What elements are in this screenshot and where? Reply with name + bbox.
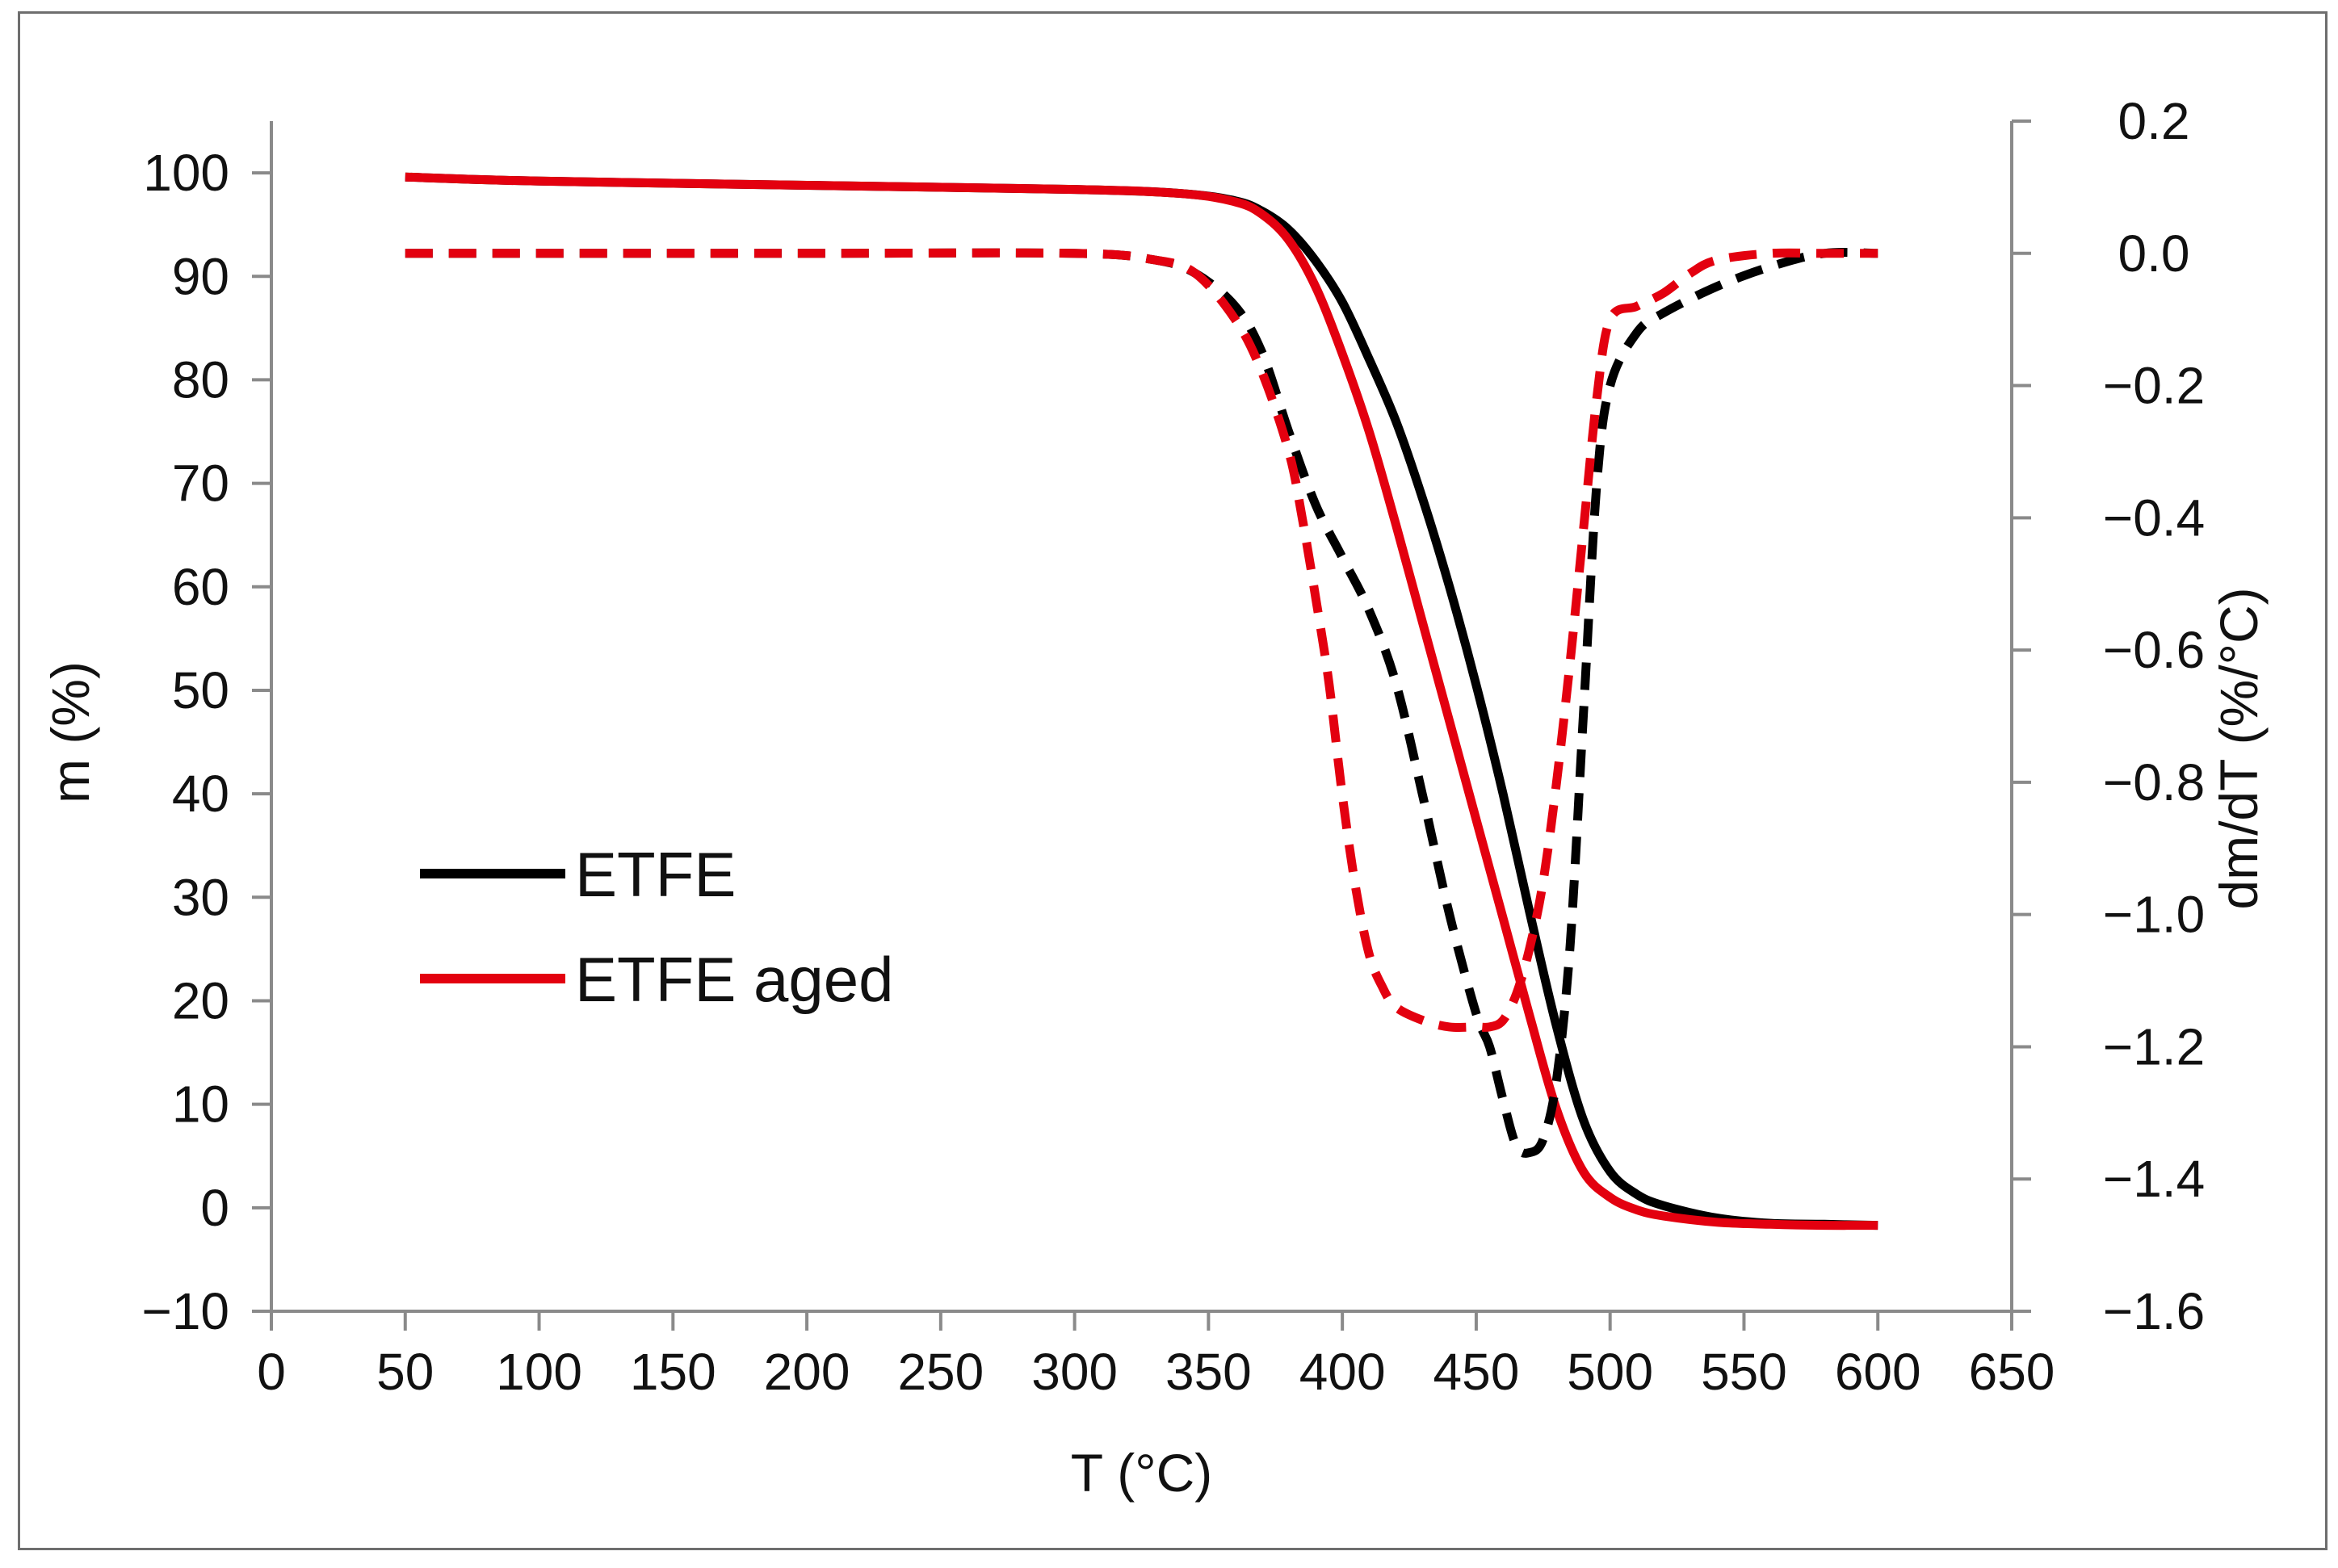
y2-tick-label: −1.0: [2103, 886, 2205, 944]
y-tick-label: 60: [172, 558, 229, 616]
legend-label: ETFE aged: [575, 944, 894, 1015]
y2-tick-label: −0.8: [2103, 753, 2205, 811]
chart-frame: [18, 11, 2328, 1550]
x-tick-label: 650: [1969, 1343, 2055, 1401]
y-tick-label: 100: [143, 144, 229, 202]
series-line-etfe-aged: [405, 172, 1878, 1231]
y2-tick-label: −1.2: [2103, 1017, 2205, 1075]
y-tick-label: 70: [172, 455, 229, 513]
y2-tick-label: −0.4: [2103, 488, 2205, 547]
y-tick-label: 80: [172, 350, 229, 409]
y2-tick-label: −1.6: [2103, 1282, 2205, 1340]
y2-tick-label: 0.0: [2118, 224, 2190, 283]
y-tick-label: 40: [172, 765, 229, 823]
x-tick-label: 500: [1567, 1343, 1653, 1401]
x-tick-label: 350: [1165, 1343, 1252, 1401]
x-tick-label: 400: [1299, 1343, 1386, 1401]
series-layer: [405, 172, 1878, 1231]
x-tick-label: 600: [1835, 1343, 1921, 1401]
x-tick-label: 0: [257, 1343, 286, 1401]
y-tick-label: 0: [200, 1179, 229, 1237]
y-tick-label: 10: [172, 1075, 229, 1134]
axes-layer: 0 50 100 150 200 250 300 350 400 450 500 550 600 650−…: [40, 92, 2269, 1503]
x-tick-label: 50: [376, 1343, 434, 1401]
y2-tick-label: −1.4: [2103, 1150, 2205, 1208]
y-tick-label: −10: [141, 1282, 229, 1340]
x-tick-label: 550: [1701, 1343, 1787, 1401]
series-line-etfe-aged-dm-dt: [405, 248, 1878, 1032]
y-tick-label: 90: [172, 247, 229, 305]
y2-tick-label: −0.6: [2103, 621, 2205, 679]
series-line-etfe-dm-dt: [405, 248, 1878, 1158]
y2-axis-title: dm/dT (%/°C): [2209, 587, 2269, 909]
x-tick-label: 100: [496, 1343, 582, 1401]
x-tick-label: 250: [897, 1343, 984, 1401]
y2-tick-label: 0.2: [2118, 92, 2190, 150]
y-axis-title: m (%): [40, 661, 100, 803]
y2-tick-label: −0.2: [2103, 357, 2205, 415]
y-tick-label: 30: [172, 868, 229, 926]
y-tick-label: 50: [172, 661, 229, 719]
x-axis-title: T (°C): [1071, 1443, 1212, 1503]
y-tick-label: 20: [172, 971, 229, 1029]
series-line-etfe: [405, 172, 1878, 1231]
x-tick-label: 450: [1433, 1343, 1520, 1401]
x-tick-label: 300: [1031, 1343, 1118, 1401]
x-tick-label: 150: [630, 1343, 716, 1401]
x-tick-label: 200: [764, 1343, 850, 1401]
legend-label: ETFE: [575, 839, 736, 910]
legend: ETFE ETFE aged: [420, 839, 894, 1015]
